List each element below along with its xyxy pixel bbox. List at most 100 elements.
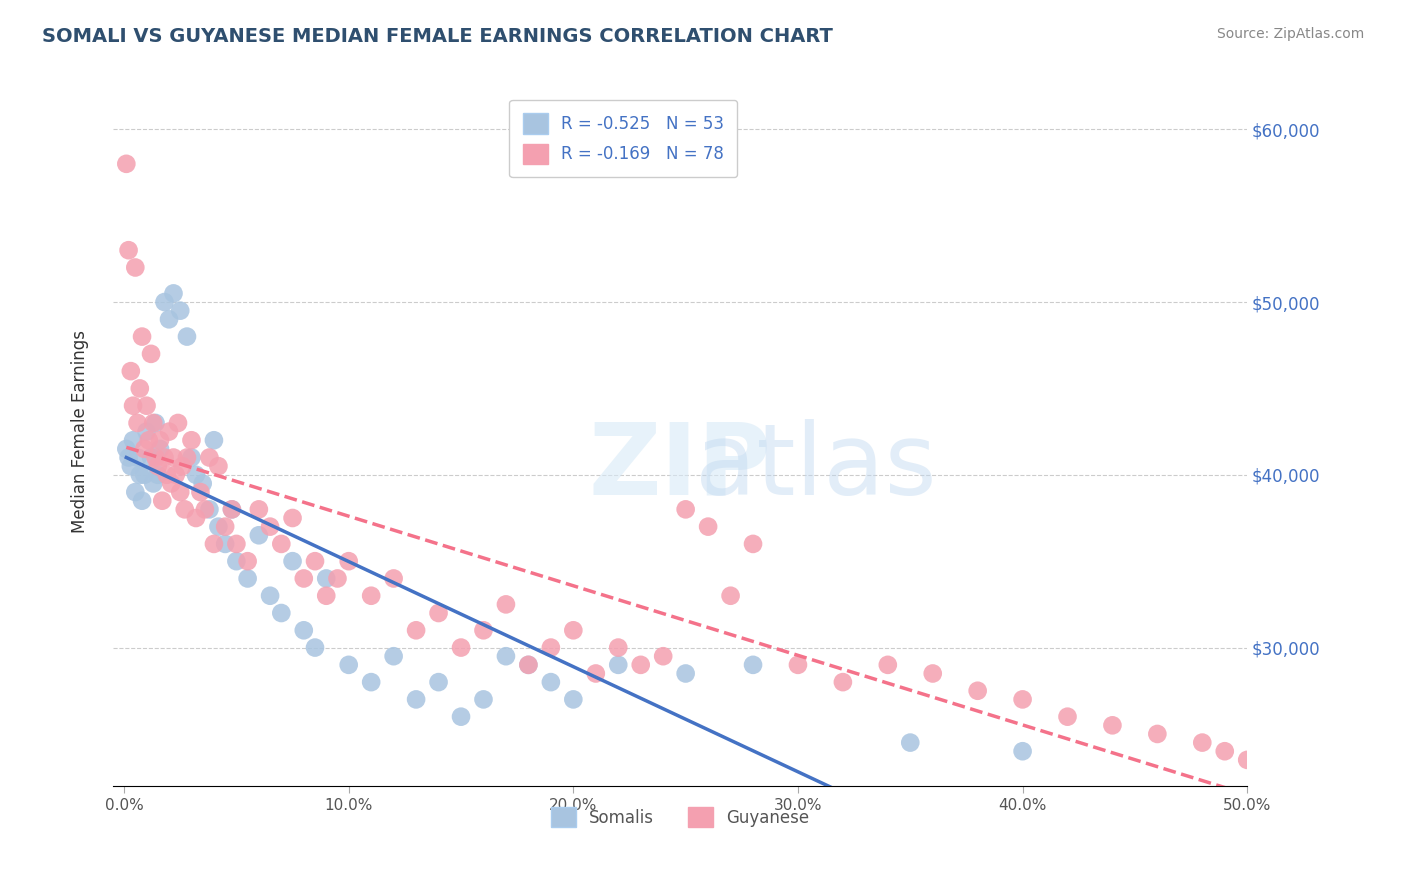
Guyanese: [720, 589, 742, 603]
Guyanese: [117, 244, 139, 258]
Guyanese: [517, 657, 540, 672]
Somalis: [198, 502, 221, 516]
Somalis: [259, 589, 281, 603]
Somalis: [315, 572, 337, 586]
Guyanese: [225, 537, 247, 551]
Somalis: [472, 692, 495, 706]
Somalis: [742, 657, 765, 672]
Somalis: [607, 657, 630, 672]
Somalis: [675, 666, 697, 681]
Guyanese: [128, 381, 150, 395]
Somalis: [180, 450, 202, 465]
Y-axis label: Median Female Earnings: Median Female Earnings: [72, 330, 89, 533]
Guyanese: [281, 511, 304, 525]
Somalis: [184, 467, 207, 482]
Guyanese: [150, 493, 173, 508]
Guyanese: [162, 450, 184, 465]
Guyanese: [382, 572, 405, 586]
Somalis: [142, 476, 165, 491]
Somalis: [162, 286, 184, 301]
Guyanese: [1056, 709, 1078, 723]
Somalis: [1011, 744, 1033, 758]
Somalis: [450, 709, 472, 723]
Somalis: [292, 624, 315, 638]
Guyanese: [165, 467, 187, 482]
Somalis: [304, 640, 326, 655]
Somalis: [221, 502, 243, 516]
Text: Source: ZipAtlas.com: Source: ZipAtlas.com: [1216, 27, 1364, 41]
Guyanese: [675, 502, 697, 516]
Guyanese: [562, 624, 585, 638]
Somalis: [898, 736, 921, 750]
Somalis: [134, 467, 156, 482]
Somalis: [115, 442, 138, 456]
Somalis: [139, 450, 162, 465]
Somalis: [122, 434, 145, 448]
Somalis: [128, 467, 150, 482]
Somalis: [124, 485, 146, 500]
Guyanese: [315, 589, 337, 603]
Somalis: [517, 657, 540, 672]
Text: atlas: atlas: [696, 418, 936, 516]
Guyanese: [697, 519, 720, 533]
Somalis: [337, 657, 360, 672]
Guyanese: [120, 364, 142, 378]
Guyanese: [360, 589, 382, 603]
Guyanese: [153, 450, 176, 465]
Guyanese: [169, 485, 191, 500]
Somalis: [207, 519, 229, 533]
Somalis: [157, 312, 180, 326]
Guyanese: [1236, 753, 1258, 767]
Guyanese: [1213, 744, 1236, 758]
Guyanese: [1011, 692, 1033, 706]
Guyanese: [149, 434, 172, 448]
Guyanese: [326, 572, 349, 586]
Guyanese: [876, 657, 898, 672]
Guyanese: [167, 416, 190, 430]
Guyanese: [337, 554, 360, 568]
Guyanese: [247, 502, 270, 516]
Guyanese: [122, 399, 145, 413]
Somalis: [146, 467, 169, 482]
Guyanese: [131, 329, 153, 343]
Guyanese: [173, 502, 195, 516]
Guyanese: [146, 459, 169, 474]
Guyanese: [124, 260, 146, 275]
Guyanese: [194, 502, 217, 516]
Guyanese: [292, 572, 315, 586]
Somalis: [117, 450, 139, 465]
Somalis: [153, 295, 176, 310]
Guyanese: [115, 157, 138, 171]
Guyanese: [142, 416, 165, 430]
Guyanese: [172, 459, 194, 474]
Guyanese: [472, 624, 495, 638]
Somalis: [120, 459, 142, 474]
Guyanese: [160, 476, 183, 491]
Somalis: [427, 675, 450, 690]
Somalis: [247, 528, 270, 542]
Somalis: [131, 493, 153, 508]
Guyanese: [236, 554, 259, 568]
Guyanese: [156, 467, 179, 482]
Somalis: [360, 675, 382, 690]
Guyanese: [966, 683, 988, 698]
Text: ZIP: ZIP: [589, 418, 772, 516]
Somalis: [169, 303, 191, 318]
Guyanese: [134, 442, 156, 456]
Somalis: [191, 476, 214, 491]
Guyanese: [202, 537, 225, 551]
Guyanese: [139, 347, 162, 361]
Guyanese: [304, 554, 326, 568]
Somalis: [382, 649, 405, 664]
Guyanese: [176, 450, 198, 465]
Guyanese: [207, 459, 229, 474]
Somalis: [135, 425, 157, 439]
Guyanese: [214, 519, 236, 533]
Guyanese: [607, 640, 630, 655]
Somalis: [281, 554, 304, 568]
Guyanese: [190, 485, 212, 500]
Somalis: [540, 675, 562, 690]
Guyanese: [198, 450, 221, 465]
Somalis: [149, 442, 172, 456]
Guyanese: [157, 425, 180, 439]
